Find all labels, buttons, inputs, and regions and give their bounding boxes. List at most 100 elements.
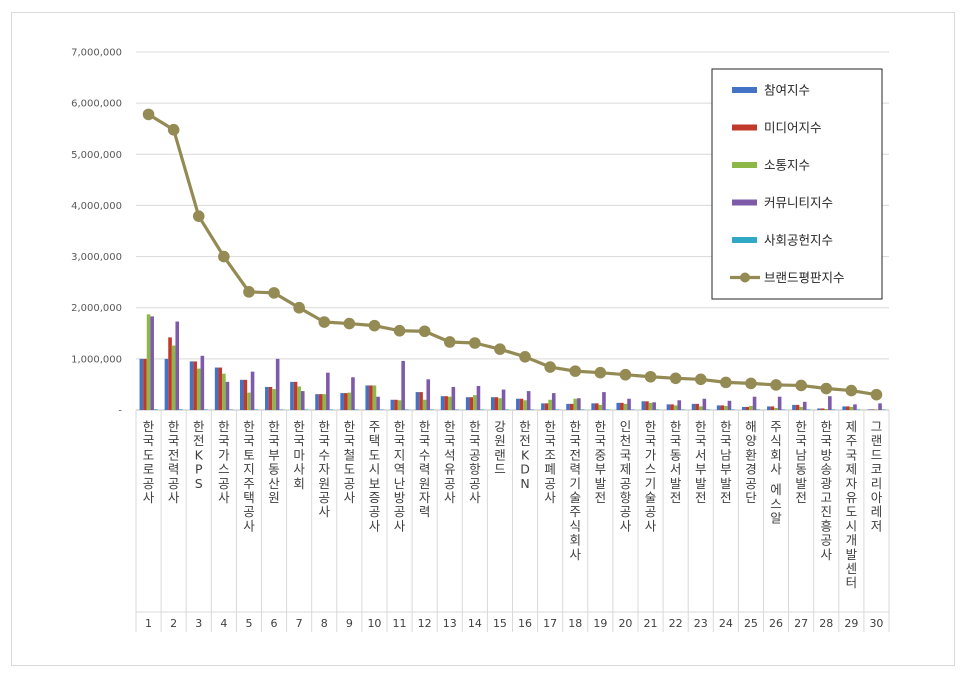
bar-커뮤니티지수: [727, 400, 732, 410]
line-point: [443, 336, 456, 348]
line-point: [870, 388, 883, 401]
bar-미디어지수: [519, 398, 524, 410]
rank-label: 18: [568, 617, 582, 630]
bar-커뮤니티지수: [351, 377, 355, 410]
bar-미디어지수: [143, 358, 147, 410]
bar-미디어지수: [695, 403, 699, 410]
bar-커뮤니티지수: [376, 396, 380, 410]
bar-소통지수: [473, 395, 477, 410]
bar-사회공헌지수: [781, 409, 786, 410]
line-point: [494, 343, 506, 355]
bar-미디어지수: [168, 337, 172, 410]
bar-미디어지수: [469, 397, 474, 410]
line-point: [544, 361, 556, 373]
bar-커뮤니티지수: [752, 396, 757, 410]
line-point: [469, 337, 481, 349]
bar-미디어지수: [620, 402, 624, 410]
rank-label: 6: [271, 617, 278, 630]
bar-커뮤니티지수: [828, 396, 832, 410]
line-point: [293, 301, 305, 314]
bar-커뮤니티지수: [802, 401, 807, 410]
bar-참여지수: [566, 403, 570, 410]
bar-참여지수: [641, 401, 646, 410]
line-point: [167, 123, 180, 136]
bar-커뮤니티지수: [777, 396, 782, 410]
legend-label: 참여지수: [764, 83, 810, 98]
bar-미디어지수: [871, 409, 875, 410]
bar-사회공헌지수: [153, 409, 158, 410]
bar-사회공헌지수: [329, 409, 334, 410]
bar-소통지수: [774, 407, 778, 410]
bar-사회공헌지수: [530, 409, 535, 410]
bar-미디어지수: [293, 381, 298, 410]
rank-label: 1: [145, 617, 152, 630]
bar-사회공헌지수: [430, 409, 434, 410]
line-point: [720, 376, 732, 389]
bar-참여지수: [767, 406, 771, 410]
bar-미디어지수: [820, 408, 825, 410]
bar-사회공헌지수: [856, 409, 861, 410]
legend-label: 미디어지수: [764, 120, 822, 135]
line-point: [669, 372, 682, 385]
bar-참여지수: [716, 405, 721, 410]
line-point: [770, 379, 782, 391]
bar-커뮤니티지수: [526, 391, 531, 410]
bar-미디어지수: [544, 403, 549, 410]
line-point: [243, 286, 255, 298]
bar-소통지수: [347, 392, 352, 410]
line-point: [594, 366, 607, 379]
bar-커뮤니티지수: [627, 398, 631, 410]
y-tick-label: 2,000,000: [71, 303, 122, 314]
bar-커뮤니티지수: [501, 389, 506, 410]
bar-사회공헌지수: [806, 409, 811, 410]
line-point: [418, 325, 431, 338]
bar-사회공헌지수: [179, 409, 183, 410]
rank-label: 25: [744, 617, 758, 630]
rank-label: 16: [518, 617, 532, 630]
line-point: [644, 370, 657, 383]
bar-참여지수: [541, 403, 545, 410]
bar-미디어지수: [720, 405, 725, 410]
bar-참여지수: [415, 392, 420, 410]
legend-label: 사회공헌지수: [764, 233, 833, 248]
bar-참여지수: [465, 397, 470, 410]
bar-커뮤니티지수: [300, 391, 305, 410]
bar-소통지수: [372, 385, 377, 410]
legend-label: 브랜드평판지수: [764, 270, 845, 285]
line-point: [745, 377, 757, 390]
bar-커뮤니티지수: [702, 398, 707, 410]
bar-미디어지수: [845, 406, 850, 410]
bar-소통지수: [648, 402, 653, 410]
bar-참여지수: [516, 398, 520, 410]
bar-소통지수: [247, 392, 251, 410]
bar-참여지수: [792, 404, 796, 410]
bar-커뮤니티지수: [577, 398, 581, 410]
bar-커뮤니티지수: [551, 393, 556, 410]
bar-소통지수: [749, 405, 753, 410]
legend-label: 소통지수: [764, 158, 810, 173]
bar-커뮤니티지수: [652, 402, 656, 410]
bar-미디어지수: [419, 392, 423, 410]
rank-label: 22: [669, 617, 683, 630]
rank-label: 29: [844, 617, 858, 630]
bar-참여지수: [164, 358, 169, 410]
line-point: [318, 316, 331, 328]
rank-label: 14: [468, 617, 482, 630]
bar-참여지수: [591, 403, 595, 410]
y-tick-label: 7,000,000: [71, 48, 122, 59]
bar-사회공헌지수: [204, 409, 208, 410]
bar-사회공헌지수: [881, 409, 886, 410]
bar-사회공헌지수: [555, 409, 560, 410]
bar-미디어지수: [594, 403, 599, 410]
